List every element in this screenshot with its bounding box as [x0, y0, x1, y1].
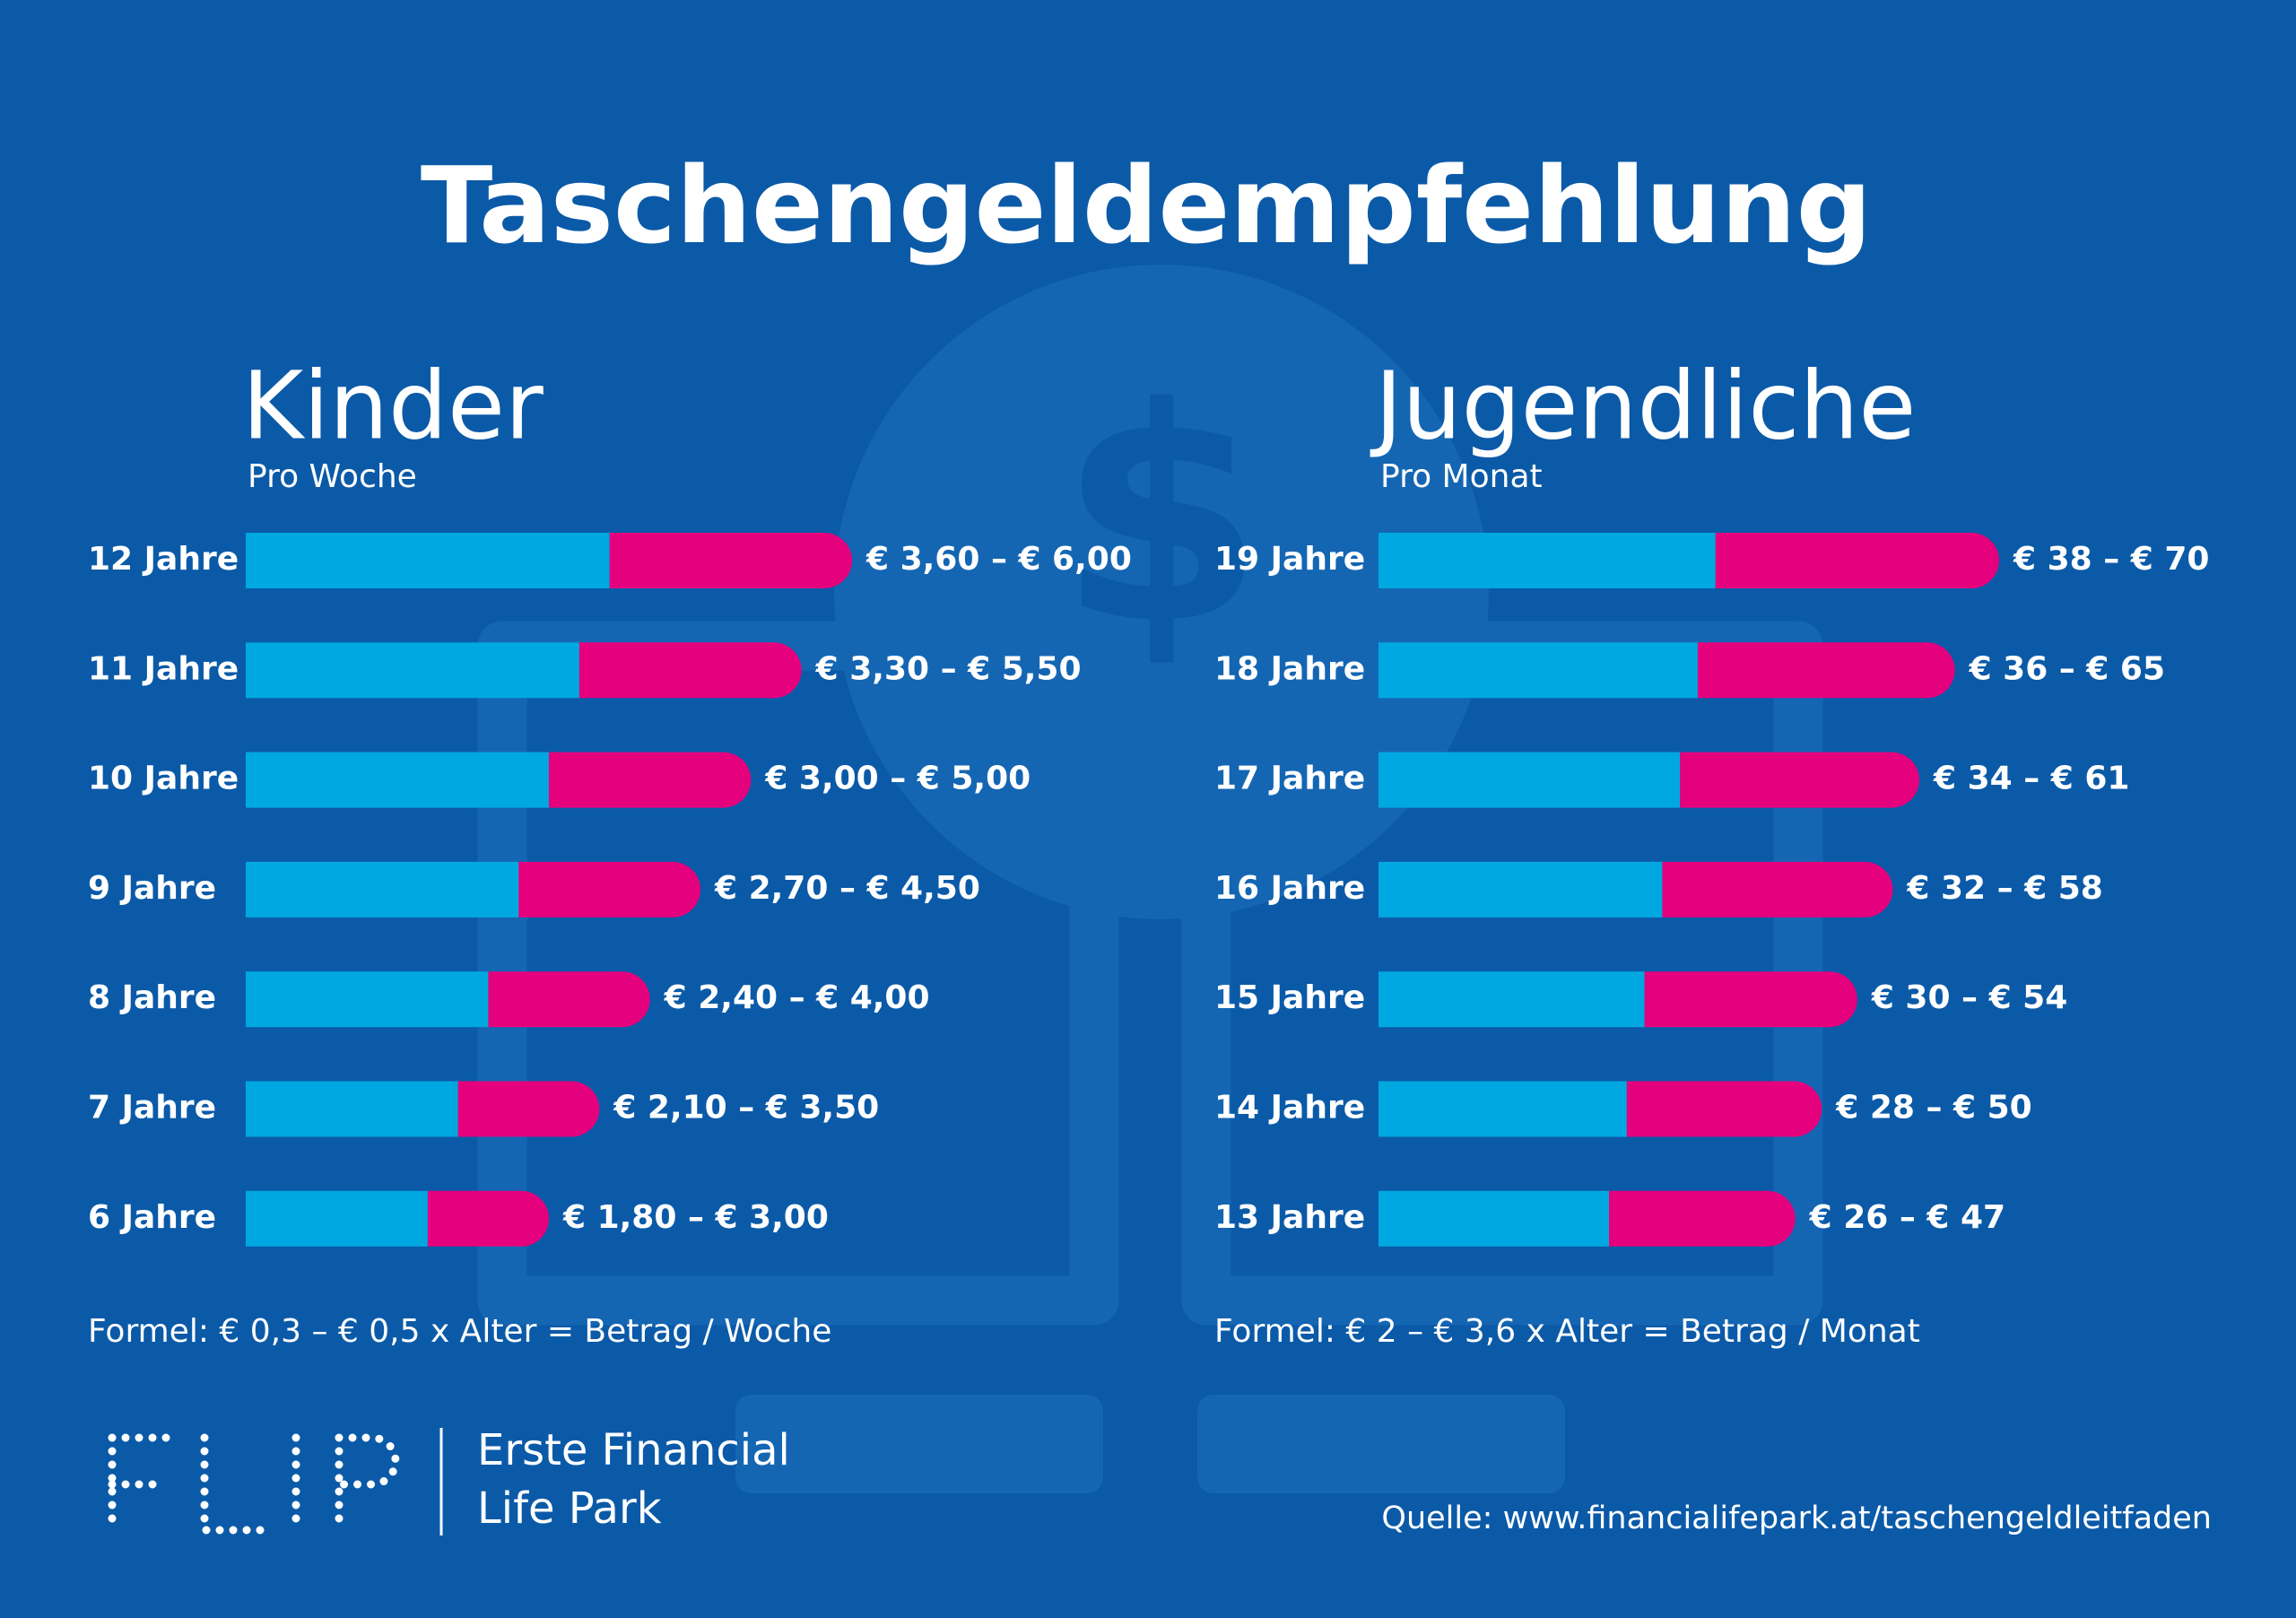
value-label: € 32 – € 58: [1906, 870, 2102, 907]
chart-subtitle: Pro Woche: [248, 458, 417, 495]
bar-low: [246, 1190, 428, 1247]
row-label: 11 Jahre: [88, 650, 239, 687]
bar-high: [1626, 1081, 1822, 1137]
bar-high: [488, 971, 650, 1028]
row-label: 6 Jahre: [88, 1199, 216, 1236]
bar-high: [518, 861, 700, 918]
row-label: 15 Jahre: [1214, 979, 1365, 1016]
logo-letter: [108, 1433, 177, 1535]
value-label: € 28 – € 50: [1835, 1090, 2031, 1127]
value-label: € 3,00 – € 5,00: [764, 761, 1031, 797]
value-label: € 38 – € 70: [2013, 541, 2209, 578]
watermark-symbol: $: [1058, 344, 1265, 689]
value-label: € 2,70 – € 4,50: [714, 870, 980, 907]
bar-low: [1378, 533, 1716, 588]
value-label: € 3,60 – € 6,00: [865, 541, 1132, 578]
row-label: 9 Jahre: [88, 870, 216, 907]
title: Taschengeldempfehlung: [421, 144, 1872, 267]
row-label: 12 Jahre: [88, 541, 239, 578]
bar-high: [1697, 642, 1955, 699]
row-label: 19 Jahre: [1214, 541, 1365, 578]
bar-high: [609, 533, 852, 588]
value-label: € 2,40 – € 4,00: [664, 979, 930, 1016]
formula: Formel: € 0,3 – € 0,5 x Alter = Betrag /…: [88, 1313, 831, 1350]
value-label: € 26 – € 47: [1809, 1199, 2005, 1236]
watermark-block: [735, 1395, 1103, 1493]
bar-low: [1378, 1190, 1610, 1247]
bar-high: [578, 642, 802, 699]
bar-high: [1680, 752, 1920, 808]
bar-high: [549, 752, 752, 808]
row-label: 13 Jahre: [1214, 1199, 1365, 1236]
value-label: € 30 – € 54: [1871, 979, 2067, 1016]
logo-letter: [335, 1433, 400, 1535]
bar-low: [1378, 1081, 1627, 1137]
logo-text: Life Park: [477, 1483, 662, 1534]
logo-letter: [200, 1433, 266, 1535]
flip-logo: [108, 1433, 400, 1535]
row-label: 16 Jahre: [1214, 870, 1365, 907]
row-label: 7 Jahre: [88, 1090, 216, 1127]
value-label: € 2,10 – € 3,50: [613, 1090, 879, 1127]
value-label: € 1,80 – € 3,00: [562, 1199, 829, 1236]
watermark-coin: [834, 265, 1489, 919]
bar-low: [246, 752, 549, 808]
logo-text: Erste Financial: [477, 1425, 790, 1475]
watermark-block: [1197, 1395, 1565, 1493]
bar-low: [1378, 861, 1663, 918]
bar-low: [246, 1081, 458, 1137]
bar-low: [246, 971, 489, 1028]
bar-high: [1644, 971, 1857, 1028]
row-label: 10 Jahre: [88, 761, 239, 797]
value-label: € 34 – € 61: [1933, 761, 2129, 797]
bar-high: [1609, 1190, 1796, 1247]
row-label: 18 Jahre: [1214, 650, 1365, 687]
value-label: € 3,30 – € 5,50: [815, 650, 1082, 687]
row-label: 14 Jahre: [1214, 1090, 1365, 1127]
bar-low: [246, 533, 610, 588]
row-label: 17 Jahre: [1214, 761, 1365, 797]
chart-title: Kinder: [242, 351, 544, 460]
bar-high: [1662, 861, 1893, 918]
bar-low: [1378, 971, 1645, 1028]
bar-high: [457, 1081, 600, 1137]
bar-low: [246, 642, 579, 699]
chart-title: Jugendliche: [1370, 351, 1916, 460]
bar-low: [1378, 642, 1698, 699]
bar-high: [427, 1190, 549, 1247]
row-label: 8 Jahre: [88, 979, 216, 1016]
source: Quelle: www.financialifepark.at/tascheng…: [1381, 1501, 2212, 1536]
bar-high: [1715, 533, 1999, 588]
formula: Formel: € 2 – € 3,6 x Alter = Betrag / M…: [1214, 1313, 1920, 1350]
value-label: € 36 – € 65: [1969, 650, 2165, 687]
chart-subtitle: Pro Monat: [1380, 458, 1543, 495]
bar-low: [1378, 752, 1681, 808]
bar-low: [246, 861, 519, 918]
